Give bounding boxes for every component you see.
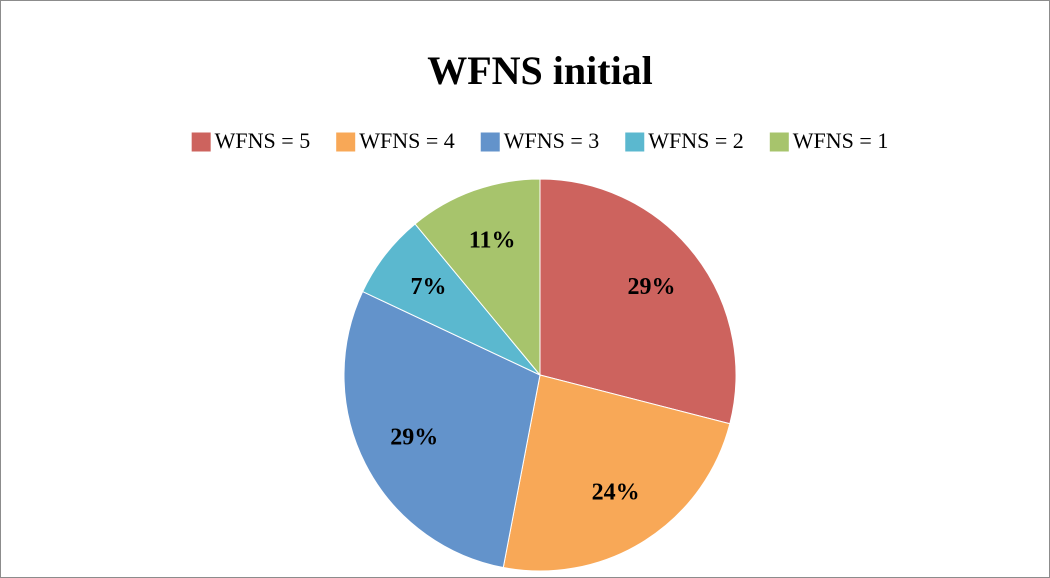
value-label: 7% (410, 274, 446, 300)
legend-swatch (625, 132, 645, 152)
legend-text: WFNS = 2 (648, 128, 744, 153)
pie-slice (502, 374, 731, 572)
pie-slice (539, 178, 737, 425)
legend-text: WFNS = 1 (793, 128, 889, 153)
legend-swatch (336, 132, 356, 152)
value-label: 29% (390, 425, 438, 451)
legend-text: WFNS = 4 (359, 128, 455, 153)
legend-swatch (191, 132, 211, 152)
pie: 29% 24% 29% 7% 11% (343, 178, 737, 572)
legend-text: WFNS = 3 (504, 128, 600, 153)
legend-swatch (480, 132, 500, 152)
value-label: 11% (469, 228, 516, 254)
value-label: 29% (628, 274, 676, 300)
legend-text: WFNS = 5 (215, 128, 311, 153)
legend-swatch (769, 132, 789, 152)
pie-slice (343, 290, 541, 569)
chart-title: WFNS initial (427, 48, 653, 93)
legend: WFNS = 5 WFNS = 4 WFNS = 3 WFNS = 2 WFNS = 1 (191, 128, 889, 153)
pie-slice (414, 178, 541, 377)
value-label: 24% (592, 480, 640, 506)
